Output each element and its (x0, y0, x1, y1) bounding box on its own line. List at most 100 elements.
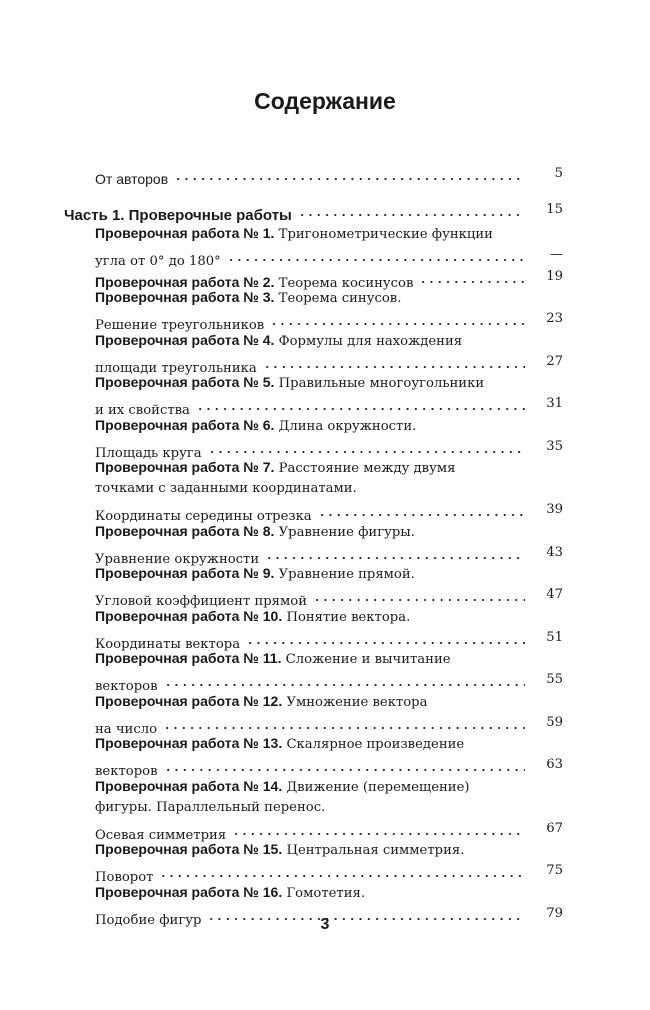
toc-entry-text-wrap: Проверочная работа № 15. Центральная сим… (95, 841, 464, 858)
toc-entry-text-wrap: Проверочная работа № 14. Движение (перем… (95, 777, 470, 795)
toc-page-number: 59 (546, 714, 563, 730)
toc-entry-text-wrap: Угловой коэффициент прямой (95, 591, 307, 612)
dot-leader (270, 308, 525, 329)
toc-entry-line: Проверочная работа № 13. Скалярное произ… (95, 733, 563, 754)
toc-page-number: 75 (546, 863, 563, 878)
toc-page-number: 15 (546, 202, 563, 217)
work-label: Проверочная работа № 15. (95, 841, 283, 857)
toc-entry-text-wrap: Уравнение окружности (95, 549, 259, 570)
toc-page-number: 39 (546, 502, 563, 517)
toc-entry-line: Подобие фигур 79 (95, 902, 563, 928)
dot-leader (195, 393, 525, 414)
work-label: Проверочная работа № 3. (95, 289, 275, 305)
toc-entry-work-11[interactable]: Проверочная работа № 11. Сложение и вычи… (95, 648, 563, 694)
toc-entry-work-8[interactable]: Проверочная работа № 8. Уравнение фигуры… (95, 521, 563, 567)
work-label: Проверочная работа № 9. (95, 565, 275, 581)
work-title: Длина окружности. (278, 418, 417, 434)
toc-entry-work-14[interactable]: Проверочная работа № 14. Движение (перем… (95, 776, 563, 843)
dot-leader (317, 499, 525, 520)
toc-entry-text-wrap: Проверочная работа № 11. Сложение и вычи… (95, 650, 451, 667)
work-label: Проверочная работа № 10. (95, 607, 283, 624)
toc-entry-line: Проверочная работа № 6. Длина окружности… (95, 415, 563, 436)
page-number: 3 (320, 916, 330, 933)
toc-entry-line: угла от 0° до 180° — (95, 244, 563, 269)
toc-entry-line: фигуры. Параллельный перенос. (95, 797, 563, 818)
dot-leader (163, 754, 525, 775)
toc-entry-work-13[interactable]: Проверочная работа № 13. Скалярное произ… (95, 733, 563, 779)
dot-leader (174, 163, 525, 184)
work-label: Проверочная работа № 12. (95, 692, 283, 709)
toc-entry-work-3[interactable]: Проверочная работа № 3. Теорема синусов.… (95, 287, 563, 333)
toc-entry-text-wrap: Координаты вектора (95, 634, 240, 655)
toc-entry-text-wrap: на число (95, 719, 157, 740)
toc-entry-work-10[interactable]: Проверочная работа № 10. Понятие вектора… (95, 606, 563, 652)
toc-entry-line: и их свойства 31 (95, 393, 563, 418)
work-title: Уравнение окружности (95, 551, 260, 567)
work-label: Проверочная работа № 5. (95, 374, 275, 390)
toc-entry-line: Проверочная работа № 5. Правильные много… (95, 372, 563, 393)
dot-leader (207, 902, 525, 924)
toc-entry-text-wrap: угла от 0° до 180° (95, 251, 221, 272)
toc-entry-authors[interactable]: От авторов 5 (95, 163, 563, 187)
work-label: Проверочная работа № 16. (95, 883, 283, 900)
work-label: Проверочная работа № 1. (95, 225, 275, 241)
toc-entry-work-7[interactable]: Проверочная работа № 7. Расстояние между… (95, 457, 563, 524)
work-title: Тригонометрические функции (278, 227, 493, 242)
work-title: Решение треугольников (95, 318, 265, 333)
toc-entry-text-wrap: Проверочная работа № 3. Теорема синусов. (95, 289, 401, 306)
toc-entry-part-1[interactable]: Часть 1. Проверочные работы 15 (64, 199, 563, 224)
work-label: Проверочная работа № 7. (95, 459, 275, 475)
toc-entry-text-wrap: и их свойства (95, 400, 190, 421)
toc-entry-work-1[interactable]: Проверочная работа № 1. Тригонометрическ… (95, 223, 563, 269)
toc-page-number: — (549, 247, 563, 262)
toc-page-number: 35 (546, 438, 563, 454)
toc-entry-text-wrap: Координаты середины отрезка (95, 506, 312, 527)
work-label: Проверочная работа № 14. (95, 777, 283, 794)
toc-page-number: 43 (546, 544, 563, 560)
toc-entry-text-wrap: Решение треугольников (95, 315, 264, 336)
toc-entry-line: Координаты вектора 51 (95, 626, 563, 652)
toc-entry-work-2[interactable]: Проверочная работа № 2. Теорема косинусо… (95, 265, 563, 291)
toc-page-number: 19 (546, 268, 563, 284)
work-title: точками с заданными координатами. (95, 481, 357, 496)
toc-entry-line: Решение треугольников 23 (95, 308, 563, 333)
toc-entry-text-wrap: Проверочная работа № 13. Скалярное произ… (95, 735, 464, 752)
toc-entry-work-15[interactable]: Проверочная работа № 15. Центральная сим… (95, 839, 563, 885)
toc-entry-text-wrap: Поворот (95, 867, 153, 888)
toc-entry-work-9[interactable]: Проверочная работа № 9. Уравнение прямой… (95, 563, 563, 609)
work-label: Проверочная работа № 13. (95, 735, 283, 751)
work-title: Координаты вектора (95, 636, 241, 652)
toc-entry-text-wrap: Проверочная работа № 2. Теорема косинусо… (95, 272, 413, 294)
work-title: Поворот (95, 870, 154, 885)
toc-entry-text-wrap: Проверочная работа № 8. Уравнение фигуры… (95, 523, 415, 540)
work-title: Координаты середины отрезка (95, 509, 312, 524)
toc-part-label: Часть 1. Проверочные работы (64, 207, 292, 224)
toc-entry-text-wrap: векторов (95, 676, 158, 697)
toc-entry-text-wrap: точками с заданными координатами. (95, 481, 357, 496)
toc-entry-work-6[interactable]: Проверочная работа № 6. Длина окружности… (95, 415, 563, 461)
toc-page-number: 23 (546, 311, 563, 326)
dot-leader (265, 541, 525, 563)
work-title: Осевая симметрия (95, 827, 227, 843)
work-title: и их свойства (95, 403, 190, 418)
work-title: Сложение и вычитание (285, 652, 451, 667)
toc-entry-line: Осевая симметрия 67 (95, 817, 563, 843)
toc-entry-text-wrap: векторов (95, 761, 158, 782)
toc-page-number: 67 (546, 820, 563, 836)
toc-entry-work-12[interactable]: Проверочная работа № 12. Умножение векто… (95, 691, 563, 737)
toc-entry-text-wrap: Проверочная работа № 5. Правильные много… (95, 374, 484, 391)
dot-leader (246, 626, 525, 648)
work-title: векторов (95, 679, 158, 694)
toc-entry-work-16[interactable]: Проверочная работа № 16. Гомотетия. Подоб… (95, 882, 563, 928)
toc-entry-text-wrap: Осевая симметрия (95, 825, 226, 846)
work-title: Уравнение фигуры. (278, 524, 415, 540)
dot-leader (163, 669, 525, 690)
toc-entry-line: Проверочная работа № 1. Тригонометрическ… (95, 223, 563, 244)
work-title: фигуры. Параллельный перенос. (95, 799, 326, 815)
toc-page-number: 31 (546, 396, 563, 411)
toc-entry-label: От авторов (95, 171, 169, 187)
toc-page-number: 63 (546, 757, 563, 772)
toc-entry-work-5[interactable]: Проверочная работа № 5. Правильные много… (95, 372, 563, 418)
toc-entry-work-4[interactable]: Проверочная работа № 4. Формулы для нахо… (95, 330, 563, 376)
dot-leader (207, 435, 525, 457)
